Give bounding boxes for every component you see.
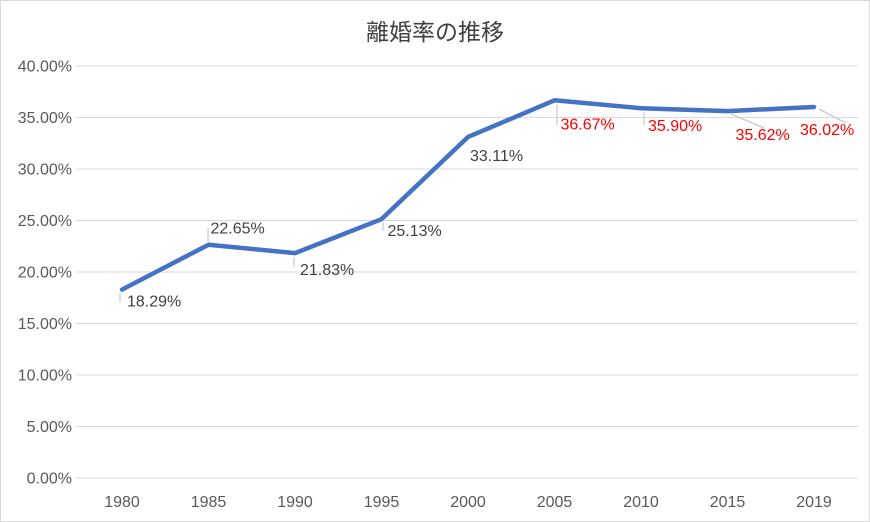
x-axis-tick-label: 1980 (104, 494, 140, 511)
data-label-leader-line (730, 113, 765, 129)
data-label: 25.13% (388, 223, 442, 240)
x-axis-tick-label: 1995 (364, 494, 400, 511)
data-label: 36.67% (561, 116, 615, 133)
x-axis-tick-label: 2019 (796, 494, 832, 511)
line-series-group (119, 98, 817, 292)
data-label: 33.11% (470, 148, 523, 165)
data-labels-group: 18.29% 22.65% 21.83% 25.13% 33.11% 36.67% 35.9… (127, 116, 854, 310)
gridlines-group (76, 65, 858, 479)
divorce-rate-line-series (119, 98, 817, 292)
data-label: 35.90% (648, 118, 702, 135)
x-axis-tick-label: 2015 (710, 494, 746, 511)
x-axis-tick-labels-group: 1980 1985 1990 1995 2000 2005 2010 2015 2019 (104, 494, 832, 511)
y-axis-tick-label: 0.00% (27, 471, 72, 488)
data-label-leader-line (818, 108, 847, 124)
data-label: 22.65% (211, 221, 265, 238)
x-axis-tick-label: 2010 (623, 494, 659, 511)
y-axis-tick-label: 20.00% (18, 265, 72, 282)
x-axis-tick-label: 2000 (450, 494, 486, 511)
x-axis-tick-label: 2005 (537, 494, 573, 511)
data-label: 18.29% (127, 294, 181, 311)
data-label: 21.83% (300, 262, 354, 279)
y-axis-tick-label: 40.00% (18, 59, 72, 76)
y-axis-tick-label: 30.00% (18, 162, 72, 179)
y-axis-tick-label: 35.00% (18, 110, 72, 127)
data-label-leader-lines-group (119, 105, 847, 302)
y-axis-tick-label: 5.00% (27, 419, 72, 436)
x-axis-tick-label: 1990 (277, 494, 313, 511)
data-label: 36.02% (800, 122, 854, 139)
chart-title: 離婚率の推移 (366, 19, 504, 45)
y-axis-tick-label: 10.00% (18, 368, 72, 385)
x-axis-tick-label: 1985 (191, 494, 227, 511)
y-axis-tick-label: 15.00% (18, 316, 72, 333)
y-axis-tick-label: 25.00% (18, 213, 72, 230)
y-axis-tick-labels-group: 0.00% 5.00% 10.00% 15.00% 20.00% 25.00% 30.00%… (18, 59, 72, 488)
data-label: 35.62% (736, 127, 790, 144)
